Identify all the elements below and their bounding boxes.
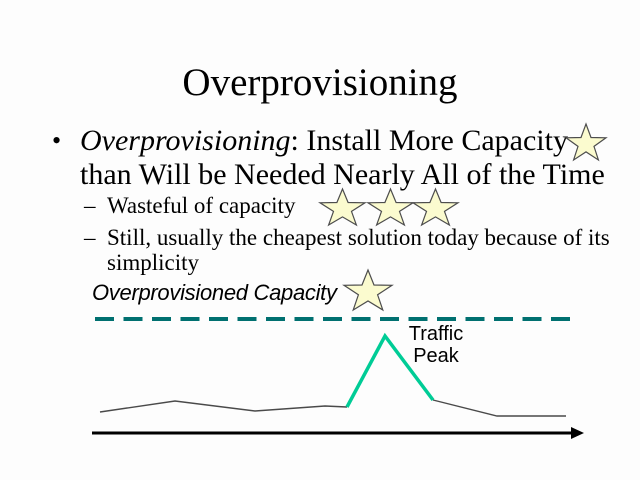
sub-bullet-1: – Wasteful of capacity xyxy=(84,193,594,218)
sub-bullet-2: – Still, usually the cheapest solution t… xyxy=(84,225,610,275)
traffic-peak-label: Traffic Peak xyxy=(404,323,468,367)
sub-bullet-2-line1: Still, usually the cheapest solution tod… xyxy=(107,225,610,250)
time-axis-arrowhead xyxy=(571,427,584,439)
star-icon xyxy=(342,268,394,312)
main-bullet-line1: Overprovisioning: Install More Capacity xyxy=(80,124,605,158)
traffic-line-right xyxy=(432,399,566,417)
sub-bullet-list: – Wasteful of capacity – Still, usually … xyxy=(84,193,610,275)
bullet-term: Overprovisioning xyxy=(80,124,291,157)
main-bullet-text: Overprovisioning: Install More Capacity … xyxy=(80,124,605,192)
dash-marker: – xyxy=(84,193,96,218)
sub-bullet-2-text: Still, usually the cheapest solution tod… xyxy=(107,225,610,275)
slide-title: Overprovisioning xyxy=(182,61,458,104)
overprovisioned-capacity-label: Overprovisioned Capacity xyxy=(92,280,337,305)
sub-bullet-1-text: Wasteful of capacity xyxy=(107,193,296,218)
traffic-peak-label-line2: Peak xyxy=(413,345,459,367)
traffic-peak-label-line1: Traffic xyxy=(408,323,464,345)
bullet-marker: • xyxy=(52,126,62,155)
traffic-line-left xyxy=(99,400,348,413)
bullet-after-term: : Install More Capacity xyxy=(290,124,568,157)
sub-bullet-2-line2: simplicity xyxy=(107,250,199,275)
dash-marker: – xyxy=(84,225,96,250)
main-bullet-line2: than Will be Needed Nearly All of the Ti… xyxy=(80,158,605,191)
main-bullet: • Overprovisioning: Install More Capacit… xyxy=(52,124,605,192)
